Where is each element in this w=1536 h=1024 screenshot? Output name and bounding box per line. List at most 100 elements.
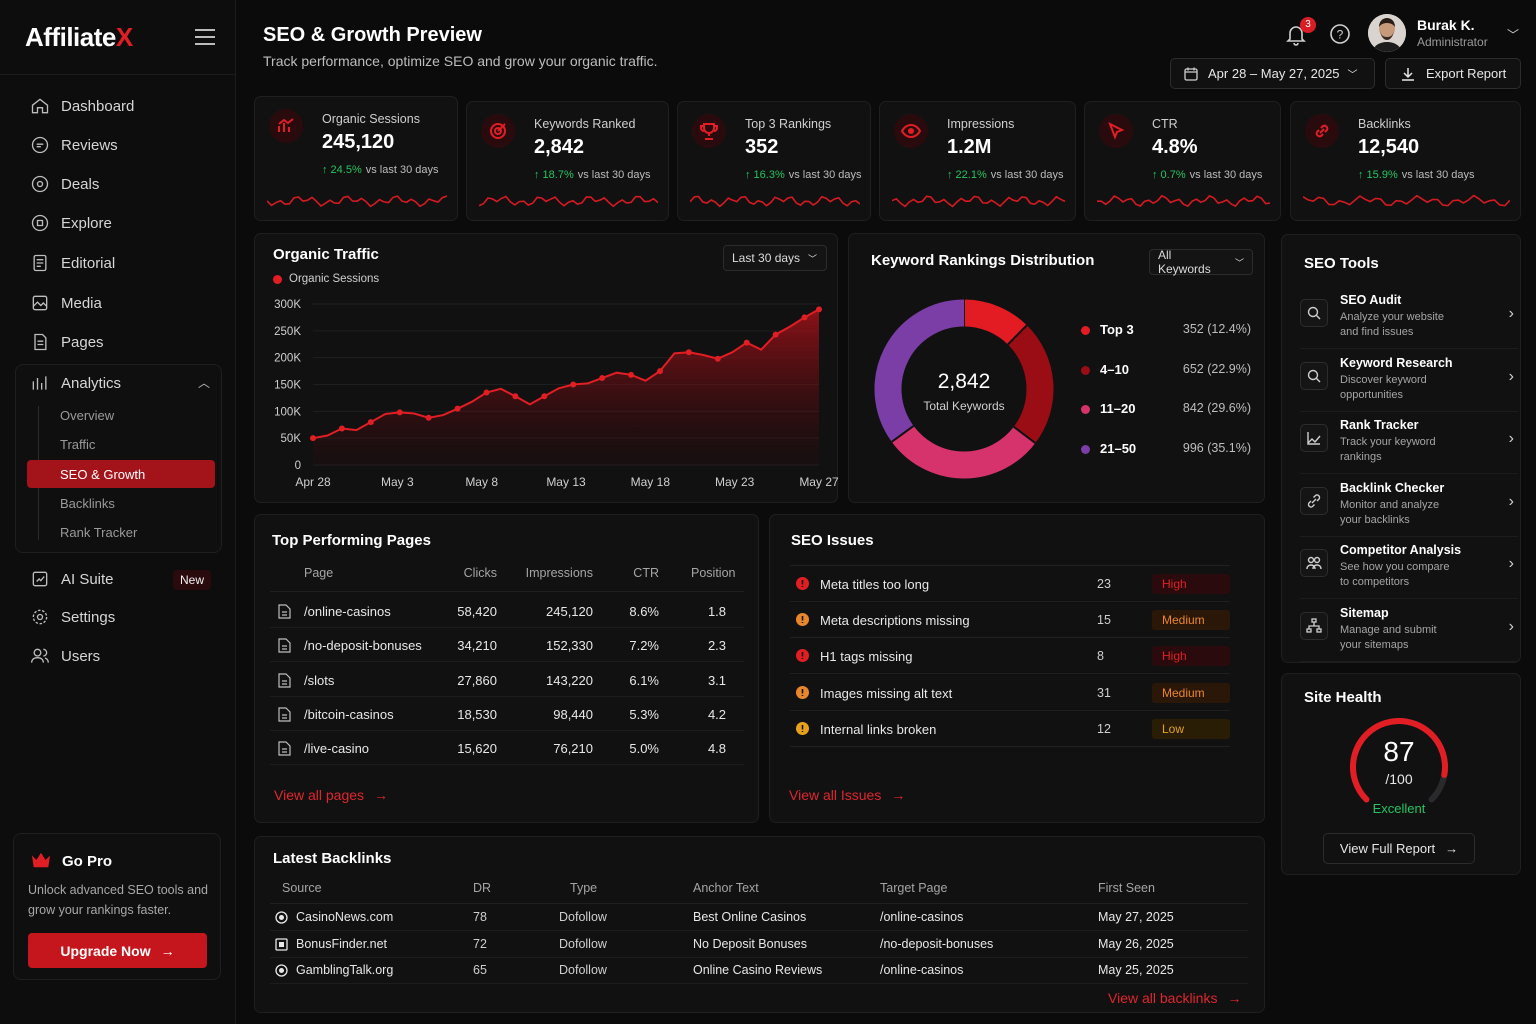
- traffic-range-dropdown[interactable]: Last 30 days ﹀: [723, 245, 827, 271]
- donut-slice[interactable]: [963, 299, 1027, 345]
- kpi-card-organic-sessions[interactable]: Organic Sessions 245,120 ↑ 24.5% vs last 30…: [254, 96, 458, 221]
- date-range-picker[interactable]: Apr 28 – May 27, 2025 ﹀: [1170, 58, 1375, 89]
- issue-name: Internal links broken: [820, 721, 937, 737]
- avatar[interactable]: [1368, 14, 1406, 52]
- issue-row[interactable]: Meta titles too long 23 High: [790, 566, 1230, 602]
- chevron-down-icon[interactable]: ﹀: [1507, 28, 1520, 42]
- table-row[interactable]: /no-deposit-bonuses 34,210 152,330 7.2% 2.3: [270, 628, 744, 663]
- issue-row[interactable]: H1 tags missing 8 High: [790, 638, 1230, 675]
- table-row[interactable]: CasinoNews.com 78 Dofollow Best Online Casi…: [270, 905, 1248, 931]
- seo-issues-card: SEO Issues Meta titles too long 23 High Met…: [769, 514, 1265, 823]
- arrow-right-icon: →: [1445, 841, 1459, 856]
- menu-toggle-icon[interactable]: [195, 29, 215, 45]
- sidebar-item-deals[interactable]: Deals: [30, 169, 220, 199]
- sidebar-item-analytics[interactable]: Analytics ︿: [30, 368, 220, 398]
- table-cell: /bitcoin-casinos: [304, 706, 394, 722]
- issues-divider: [790, 565, 1230, 566]
- sidebar-item-settings[interactable]: Settings: [30, 602, 220, 632]
- link-label: View all backlinks: [1108, 990, 1218, 1006]
- view-all-backlinks-link[interactable]: View all backlinks →: [1108, 990, 1241, 1006]
- traffic-point: [743, 339, 750, 346]
- tool-sitemap[interactable]: Sitemap Manage and submit your sitemaps ›: [1300, 600, 1518, 662]
- table-cell: 6.1%: [629, 672, 659, 688]
- sidebar-item-editorial[interactable]: Editorial: [30, 248, 220, 278]
- donut-slice[interactable]: [874, 299, 965, 442]
- table-row[interactable]: /live-casino 15,620 76,210 5.0% 4.8: [270, 731, 744, 766]
- kpi-icon-wrap: [269, 109, 303, 143]
- kpi-card-backlinks[interactable]: Backlinks 12,540 ↑ 15.9% vs last 30 days: [1290, 101, 1521, 221]
- tool-rank-tracker[interactable]: Rank Tracker Track your keyword rankings ›: [1300, 412, 1518, 474]
- tool-description: Manage and submit your sitemaps: [1340, 623, 1437, 651]
- kpi-change-value: ↑ 0.7%: [1152, 169, 1186, 181]
- sidebar-item-explore[interactable]: Explore: [30, 208, 220, 238]
- export-report-button[interactable]: Export Report: [1385, 58, 1521, 89]
- kpi-icon-wrap: [894, 114, 928, 148]
- tool-competitor-analysis[interactable]: Competitor Analysis See how you compare t…: [1300, 537, 1518, 599]
- sidebar-item-dashboard[interactable]: Dashboard: [30, 91, 220, 121]
- table-cell: 15,620: [457, 741, 497, 757]
- upgrade-button[interactable]: Upgrade Now →: [28, 933, 207, 968]
- sidebar: AffiliateX Dashboard Reviews Deals Explo…: [0, 0, 236, 1024]
- traffic-point: [483, 389, 490, 396]
- kpi-card-impressions[interactable]: Impressions 1.2M ↑ 22.1% vs last 30 days: [879, 101, 1076, 221]
- chart-icon: [32, 376, 47, 390]
- kpi-change: ↑ 0.7% vs last 30 days: [1152, 169, 1262, 181]
- submenu-backlinks[interactable]: Backlinks: [60, 496, 115, 511]
- traffic-point: [628, 371, 635, 378]
- view-all-issues-link[interactable]: View all Issues →: [789, 787, 905, 803]
- bell-icon[interactable]: [1286, 24, 1306, 46]
- view-full-report-button[interactable]: View Full Report →: [1323, 833, 1475, 864]
- issue-row[interactable]: Images missing alt text 31 Medium: [790, 675, 1230, 711]
- table-row[interactable]: /online-casinos 58,420 245,120 8.6% 1.8: [270, 594, 744, 628]
- sidebar-item-reviews[interactable]: Reviews: [30, 130, 220, 160]
- traffic-title: Organic Traffic: [273, 246, 379, 263]
- sidebar-item-users[interactable]: Users: [30, 641, 220, 671]
- table-cell: /online-casinos: [880, 963, 964, 977]
- tool-backlink-checker[interactable]: Backlink Checker Monitor and analyze your…: [1300, 475, 1518, 537]
- kpi-card-keywords-ranked[interactable]: Keywords Ranked 2,842 ↑ 18.7% vs last 30 da…: [466, 101, 669, 221]
- tool-keyword-research[interactable]: Keyword Research Discover keyword opportu…: [1300, 350, 1518, 412]
- filter-label: All Keywords: [1158, 248, 1211, 276]
- issue-row[interactable]: Internal links broken 12 Low: [790, 711, 1230, 747]
- kpi-card-top3-rankings[interactable]: Top 3 Rankings 352 ↑ 16.3% vs last 30 days: [677, 101, 871, 221]
- view-all-pages-link[interactable]: View all pages →: [274, 787, 388, 803]
- tool-name: Competitor Analysis: [1340, 543, 1462, 557]
- table-cell: 76,210: [553, 741, 593, 757]
- table-cell: BonusFinder.net: [296, 936, 388, 951]
- donut-total: 2,842: [937, 370, 991, 393]
- legend-category: 11–20: [1100, 401, 1136, 416]
- tool-seo-audit[interactable]: SEO Audit Analyze your website and find i…: [1300, 287, 1518, 349]
- traffic-point: [310, 435, 316, 442]
- issue-count: 12: [1097, 721, 1111, 736]
- submenu-overview[interactable]: Overview: [60, 408, 115, 423]
- kpi-change: ↑ 16.3% vs last 30 days: [745, 169, 862, 181]
- kpi-card-ctr[interactable]: CTR 4.8% ↑ 0.7% vs last 30 days: [1084, 101, 1281, 221]
- file-icon: [278, 741, 291, 756]
- submenu-rank-tracker[interactable]: Rank Tracker: [60, 525, 138, 540]
- donut-legend-item: 11–20 842 (29.6%): [1081, 401, 1251, 419]
- table-cell: /online-casinos: [880, 910, 964, 924]
- sitemap-icon: [1306, 617, 1322, 633]
- table-row[interactable]: /bitcoin-casinos 18,530 98,440 5.3% 4.2: [270, 697, 744, 731]
- sidebar-item-ai-suite[interactable]: AI Suite: [30, 564, 220, 594]
- table-row[interactable]: GamblingTalk.org 65 Dofollow Online Casino …: [270, 958, 1248, 984]
- donut-slice[interactable]: [1007, 325, 1054, 444]
- kpi-icon-wrap: [692, 114, 726, 148]
- sidebar-item-pages[interactable]: Pages: [30, 327, 220, 357]
- keyword-filter-dropdown[interactable]: All Keywords ﹀: [1149, 248, 1253, 276]
- submenu-seo-growth[interactable]: SEO & Growth: [27, 460, 215, 488]
- keyword-donut-chart: [874, 299, 1054, 479]
- sidebar-item-label: AI Suite: [61, 570, 114, 588]
- sidebar-item-media[interactable]: Media: [30, 288, 220, 318]
- table-row[interactable]: /slots 27,860 143,220 6.1% 3.1: [270, 663, 744, 697]
- table-cell: 78: [473, 910, 487, 924]
- sidebar-divider: [0, 74, 236, 75]
- donut-slice[interactable]: [891, 425, 1036, 479]
- table-row[interactable]: BonusFinder.net 72 Dofollow No Deposit Bonu…: [270, 932, 1248, 958]
- traffic-point: [425, 414, 432, 421]
- issue-row[interactable]: Meta descriptions missing 15 Medium: [790, 602, 1230, 639]
- help-icon[interactable]: ?: [1329, 23, 1351, 45]
- brand-logo[interactable]: AffiliateX: [25, 22, 133, 53]
- submenu-traffic[interactable]: Traffic: [60, 437, 96, 452]
- export-label: Export Report: [1426, 66, 1507, 81]
